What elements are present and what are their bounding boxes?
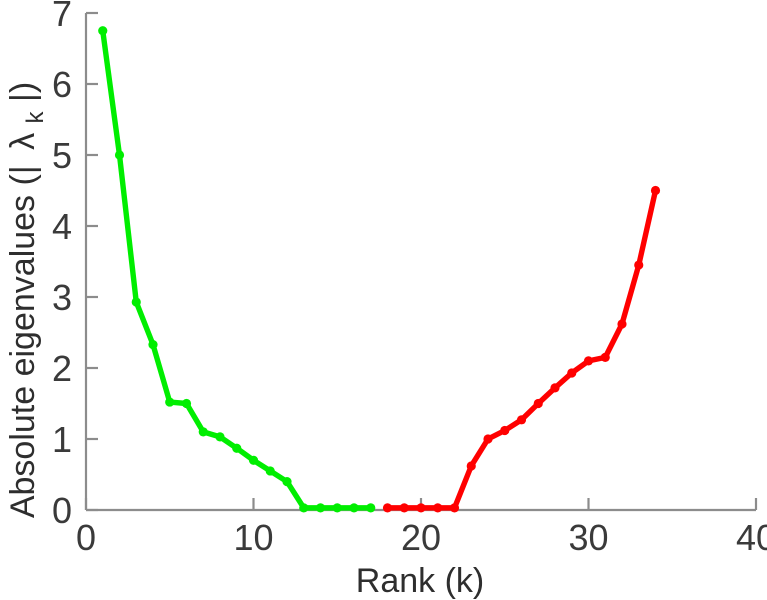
data-point-marker — [265, 466, 275, 476]
data-point-marker — [516, 415, 527, 425]
data-point-marker — [114, 150, 125, 160]
series-ascending-eigenvalues — [382, 185, 661, 513]
data-point-marker — [131, 297, 141, 307]
data-point-marker — [600, 352, 610, 362]
data-point-marker — [466, 461, 476, 471]
y-tick-label: 2 — [52, 348, 72, 389]
series-line — [100, 28, 374, 511]
data-point-marker — [232, 443, 242, 453]
y-axis-title-subscript: k — [22, 110, 49, 123]
x-axis-title: Rank (k) — [356, 562, 484, 600]
y-tick-label: 4 — [52, 206, 72, 247]
data-point-marker — [299, 503, 309, 513]
series-descending-eigenvalues — [98, 26, 376, 513]
data-point-marker — [483, 434, 493, 444]
data-point-marker — [650, 185, 661, 196]
data-point-marker — [382, 503, 393, 513]
data-point-marker — [282, 477, 292, 487]
data-point-marker — [433, 503, 443, 513]
x-axis-ticks: 0 10 20 30 40 — [76, 498, 767, 558]
data-point-marker — [98, 26, 108, 36]
y-axis-title-suffix: |) — [4, 82, 42, 102]
data-point-marker — [315, 503, 326, 513]
data-point-marker — [500, 425, 510, 436]
series-line — [384, 187, 659, 511]
data-point-marker — [332, 503, 342, 513]
data-point-marker — [634, 260, 644, 270]
data-point-marker — [583, 356, 594, 366]
data-point-marker — [449, 503, 460, 513]
data-point-marker — [148, 339, 158, 350]
data-series-layer — [98, 26, 661, 513]
data-point-marker — [617, 319, 627, 329]
y-tick-label: 7 — [52, 0, 72, 34]
y-axis-title-lambda: λ — [4, 133, 42, 150]
data-point-marker — [349, 503, 359, 513]
data-point-marker — [215, 432, 225, 442]
data-point-marker — [416, 503, 426, 513]
data-point-marker — [399, 503, 409, 513]
y-tick-label: 5 — [52, 135, 72, 176]
y-axis-title: Absolute eigenvalues (| λ k |) — [4, 82, 51, 518]
data-point-marker — [567, 368, 577, 378]
y-axis-ticks: 0 1 2 3 4 5 6 7 — [52, 0, 98, 531]
data-point-marker — [181, 398, 192, 409]
data-point-marker — [366, 503, 376, 513]
y-tick-label: 1 — [52, 419, 72, 460]
data-point-marker — [533, 398, 543, 409]
x-tick-label: 30 — [568, 517, 608, 558]
x-tick-label: 10 — [233, 517, 273, 558]
svg-text:Absolute eigenvalues (|: Absolute eigenvalues (| λ k |) — [4, 82, 51, 518]
y-tick-label: 6 — [52, 64, 72, 105]
data-point-marker — [165, 397, 175, 407]
x-tick-label: 20 — [401, 517, 441, 558]
y-axis-title-prefix: Absolute eigenvalues (| — [4, 165, 42, 518]
x-tick-label: 40 — [736, 517, 767, 558]
data-point-marker — [550, 383, 560, 393]
data-point-marker — [248, 455, 259, 465]
y-tick-label: 3 — [52, 277, 72, 318]
y-tick-label: 0 — [52, 490, 72, 531]
data-point-marker — [198, 427, 208, 437]
x-tick-label: 0 — [76, 517, 96, 558]
